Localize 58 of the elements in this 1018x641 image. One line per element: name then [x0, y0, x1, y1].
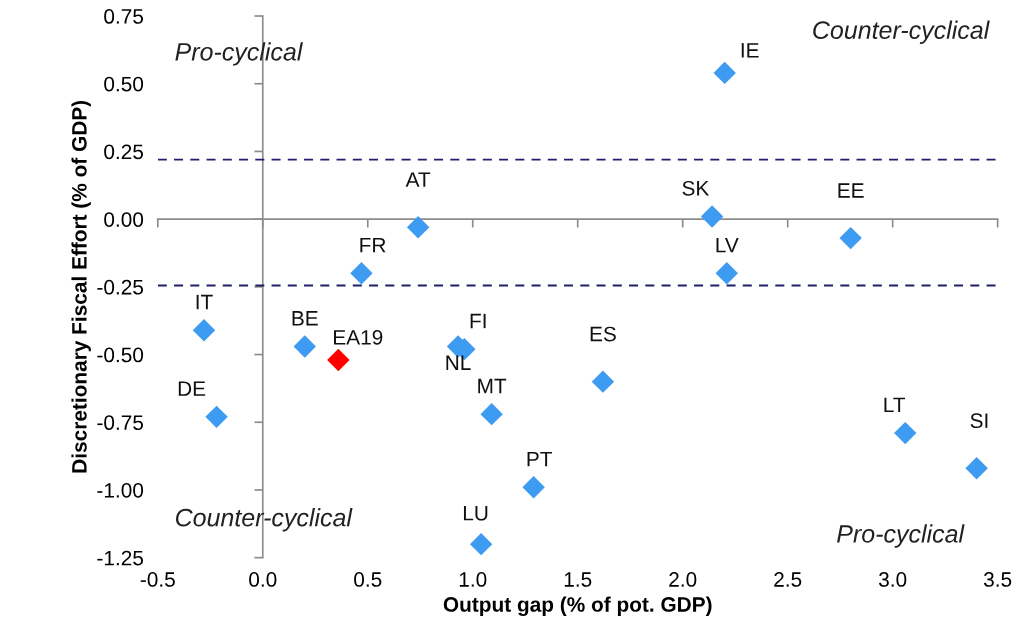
- series-label: SK: [682, 180, 710, 196]
- y-tick-label: -1.00: [97, 482, 144, 498]
- annotation: Pro-cyclical: [175, 42, 303, 66]
- y-tick-label: -0.75: [97, 415, 144, 431]
- point: [522, 476, 545, 499]
- y-tick-label: -0.25: [97, 279, 144, 295]
- point: [839, 226, 862, 250]
- series-label: MT: [478, 378, 507, 394]
- series-label: PT: [527, 451, 553, 467]
- series-label: AT: [405, 172, 431, 187]
- point: [713, 61, 736, 85]
- x-tick-label: 3.0: [878, 572, 907, 587]
- point: [700, 205, 724, 228]
- series-label: FI: [470, 313, 486, 329]
- point: [480, 402, 503, 426]
- series-label: LT: [884, 397, 906, 413]
- annotation: Counter-cyclical: [175, 508, 353, 532]
- series-label: IE: [741, 43, 759, 58]
- annotation: Pro-cyclical: [837, 524, 965, 548]
- series-label: SI: [970, 413, 988, 429]
- series-label: IT: [196, 294, 213, 310]
- series-label: BE: [292, 311, 318, 326]
- y-tick-label: -0.50: [97, 347, 144, 363]
- point: [327, 348, 350, 372]
- x-tick-label: 0.0: [249, 572, 277, 587]
- series-label: ES: [590, 326, 616, 342]
- y-tick-label: 0.25: [104, 144, 144, 160]
- x-tick-label: 2.5: [774, 572, 802, 587]
- annotation: Counter-cyclical: [813, 20, 990, 44]
- point: [715, 262, 738, 285]
- x-tick-label: 1.0: [459, 572, 487, 587]
- series-label: EE: [838, 183, 864, 198]
- y-tick-label: -1.25: [97, 550, 144, 566]
- point: [894, 421, 917, 445]
- series-label: LU: [463, 506, 488, 521]
- point: [192, 318, 216, 342]
- series-label: NL: [446, 355, 471, 370]
- x-axis-title: Output gap (% of pot. GDP): [443, 596, 712, 617]
- y-tick-label: 0.50: [104, 76, 144, 92]
- y-axis-title: Discretionary Fiscal Effort (% of GDP): [71, 100, 91, 473]
- point: [205, 405, 228, 429]
- x-tick-label: 1.5: [564, 572, 592, 587]
- x-tick-label: 0.5: [354, 572, 382, 587]
- series-label: FR: [360, 237, 386, 253]
- x-tick-label: 3.5: [983, 572, 1012, 587]
- x-tick-label: -0.5: [140, 572, 175, 587]
- series-label: LV: [716, 237, 739, 253]
- point: [591, 370, 615, 393]
- point: [293, 335, 316, 358]
- x-tick-label: 2.0: [669, 572, 697, 587]
- series-label: DE: [178, 381, 206, 396]
- y-tick-label: 0.00: [104, 212, 144, 227]
- y-tick-label: 0.75: [104, 9, 144, 24]
- series-label: EA19: [334, 329, 383, 345]
- point: [406, 216, 430, 239]
- point: [965, 457, 988, 480]
- point: [350, 262, 373, 285]
- point: [469, 532, 493, 556]
